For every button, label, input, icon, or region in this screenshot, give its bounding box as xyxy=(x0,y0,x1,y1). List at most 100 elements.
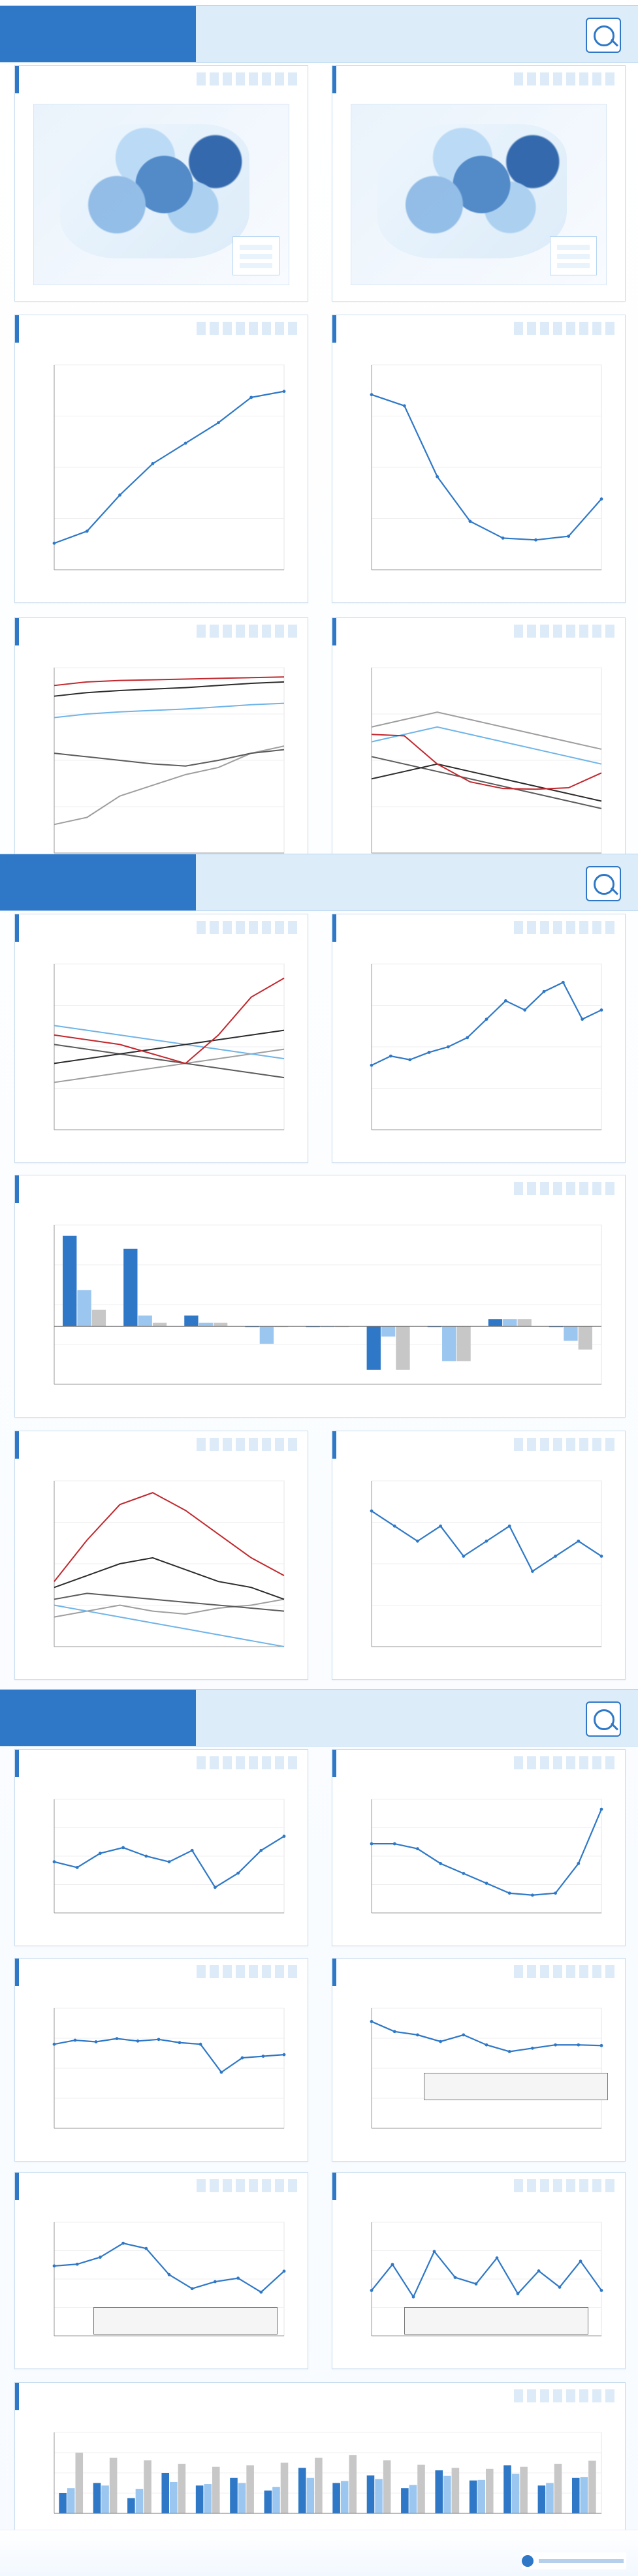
bar xyxy=(144,2460,152,2513)
bar xyxy=(401,2488,409,2513)
series-line xyxy=(54,977,285,1064)
series-point xyxy=(282,2269,286,2273)
series-point xyxy=(507,2050,511,2053)
series-point xyxy=(599,497,603,501)
bar xyxy=(503,1319,517,1327)
panel-pattern xyxy=(197,1438,301,1451)
series-point xyxy=(411,2295,415,2299)
series-point xyxy=(446,1045,450,1049)
bar xyxy=(469,2480,477,2513)
chart-area xyxy=(31,955,292,1149)
panel-accent xyxy=(15,1959,19,1986)
series-point xyxy=(554,1555,557,1558)
series-line xyxy=(54,1492,285,1582)
s2-multiline-left xyxy=(14,914,308,1163)
bar xyxy=(435,2470,443,2513)
series-point xyxy=(507,1524,511,1528)
chart-area xyxy=(348,1790,609,1932)
series-point xyxy=(214,1885,217,1889)
bar xyxy=(381,1326,396,1337)
note-box xyxy=(93,2307,278,2335)
panel-accent xyxy=(332,66,336,93)
panel-accent xyxy=(15,1175,19,1203)
panel-pattern xyxy=(197,1965,301,1978)
chart-svg xyxy=(371,667,602,854)
search-icon xyxy=(586,1701,621,1737)
chart-svg xyxy=(54,1224,602,1385)
series-line xyxy=(54,1592,285,1612)
series-point xyxy=(219,2070,223,2074)
series-point xyxy=(282,390,286,394)
series-line xyxy=(371,2250,602,2299)
s1-line-right xyxy=(332,315,626,603)
series-point xyxy=(282,1835,286,1838)
series-line xyxy=(54,1044,285,1079)
series-point xyxy=(474,2282,478,2286)
s2-line-right xyxy=(332,914,626,1163)
series-point xyxy=(190,1848,194,1852)
chart-svg xyxy=(370,1480,603,1647)
series-point xyxy=(534,538,537,542)
chart-svg xyxy=(52,364,286,570)
bar xyxy=(63,1235,77,1327)
bar xyxy=(101,2485,109,2513)
bar xyxy=(409,2485,417,2513)
panel-accent xyxy=(332,1750,336,1777)
s1-map-left xyxy=(14,65,308,302)
series-point xyxy=(75,2262,79,2266)
series-point xyxy=(427,1051,431,1054)
bar xyxy=(578,1326,592,1350)
series-point xyxy=(462,1872,466,1875)
series-point xyxy=(577,1861,581,1865)
series-point xyxy=(370,1509,374,1513)
bar xyxy=(537,2485,546,2513)
series-point xyxy=(516,2291,520,2295)
series-point xyxy=(599,2289,603,2292)
series-point xyxy=(503,999,507,1002)
bar xyxy=(246,2465,254,2513)
chart-area xyxy=(348,659,609,873)
chart-svg xyxy=(54,667,285,854)
s1-multiline-left xyxy=(14,617,308,886)
series-point xyxy=(485,1882,488,1885)
series-point xyxy=(581,1017,584,1021)
series-point xyxy=(577,1539,581,1543)
series-point xyxy=(214,2280,217,2284)
series-point xyxy=(370,2289,374,2292)
series-line xyxy=(371,763,602,802)
series-line xyxy=(371,734,602,790)
series-point xyxy=(190,2287,194,2291)
series-line xyxy=(54,1598,285,1618)
chart-area xyxy=(31,659,292,873)
series-point xyxy=(416,1847,419,1851)
bar xyxy=(315,2457,323,2513)
series-point xyxy=(99,1852,102,1855)
bar xyxy=(554,2464,562,2513)
bar xyxy=(442,1326,456,1361)
panel-pattern xyxy=(197,72,301,85)
bar xyxy=(272,2487,280,2513)
series-line xyxy=(371,756,602,809)
series-point xyxy=(599,2043,603,2047)
bar xyxy=(366,1326,381,1370)
panel-pattern xyxy=(197,625,301,638)
bar xyxy=(451,2468,460,2513)
panel-pattern xyxy=(514,1965,618,1978)
map-inset xyxy=(550,236,597,275)
panel-accent xyxy=(332,2173,336,2200)
series-point xyxy=(416,1539,419,1543)
series-point xyxy=(240,2056,244,2060)
series-point xyxy=(466,1036,470,1040)
series-point xyxy=(537,2269,541,2273)
section-3-header xyxy=(0,1689,638,1746)
s3-bar-wide xyxy=(14,2382,626,2547)
panel-pattern xyxy=(514,921,618,934)
panel-pattern xyxy=(514,322,618,335)
note-box xyxy=(424,2073,608,2100)
series-point xyxy=(579,2259,582,2263)
china-map xyxy=(60,124,249,258)
bar xyxy=(75,2453,84,2513)
panel-pattern xyxy=(514,72,618,85)
series-point xyxy=(599,1555,603,1558)
series-line xyxy=(54,2038,285,2073)
